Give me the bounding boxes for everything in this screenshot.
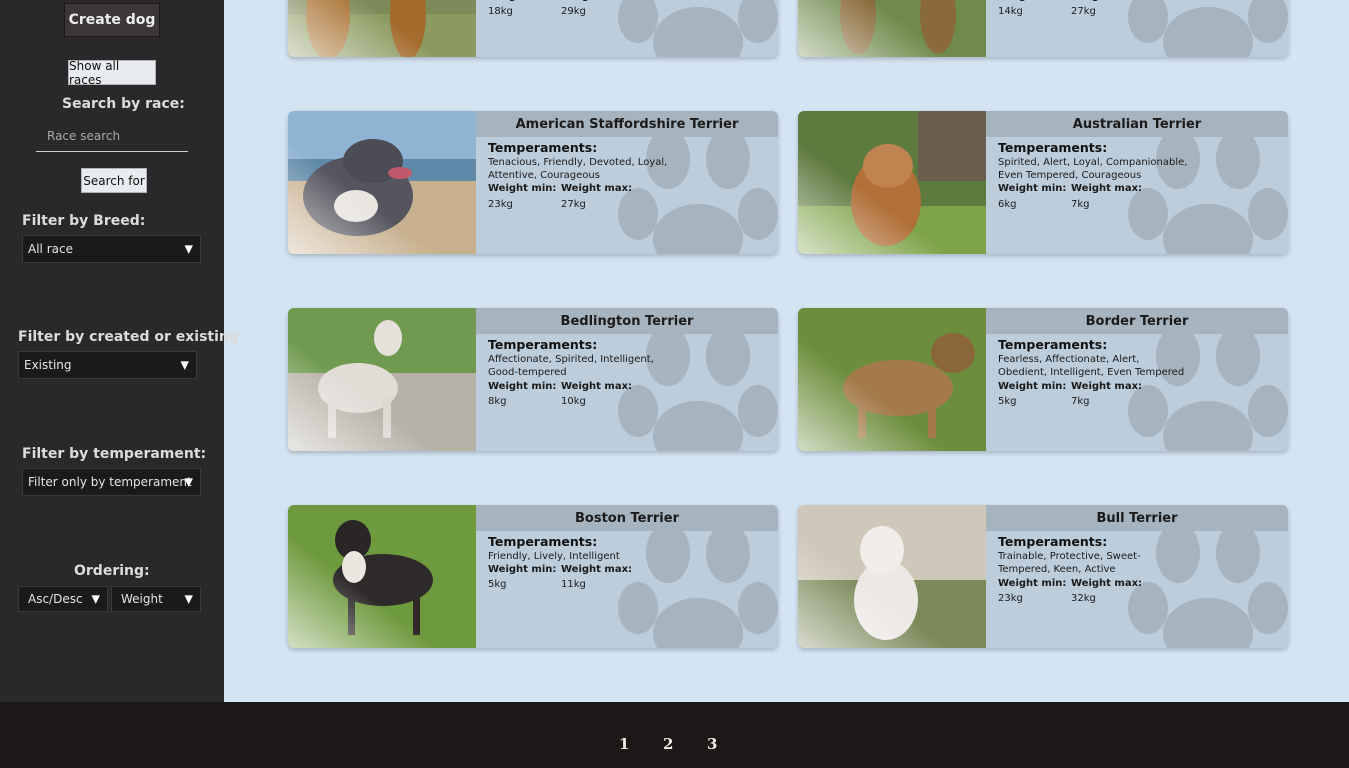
dog-photo [798,0,986,57]
dog-photo [288,111,476,254]
page-link-3[interactable]: 3 [707,735,718,753]
dog-card[interactable]: Temperaments: Weight min: Weight max: 14… [798,0,1288,57]
created-filter-select[interactable]: Existing ▼ [18,351,197,379]
temperaments-heading: Temperaments: [998,140,1108,155]
order-field-value: Weight [121,592,163,606]
dog-photo [288,308,476,451]
dog-photo [798,111,986,254]
weight-max-value: 32kg [1071,593,1096,604]
filter-created-label: Filter by created or existing [18,329,239,345]
temperaments-heading: Temperaments: [488,534,598,549]
weight-min-value: 18kg [488,6,513,17]
dog-photo [288,0,476,57]
weight-max-label: Weight max: [561,183,633,194]
weight-min-label: Weight min: [998,578,1067,589]
weight-min-label: Weight min: [488,381,557,392]
dropdown-arrow-icon: ▼ [184,242,193,256]
weight-max-label: Weight max: [1071,578,1143,589]
weight-max-label: Weight max: [561,0,632,2]
weight-max-value: 11kg [561,579,586,590]
temperament-filter-value: Filter only by temperament [28,475,192,489]
weight-max-value: 27kg [561,199,586,210]
dropdown-arrow-icon: ▼ [184,592,193,606]
temperaments-text: Spirited, Alert, Loyal, Companionable, E… [998,157,1188,181]
temperaments-text: Fearless, Affectionate, Alert, Obedient,… [998,354,1185,378]
dog-card[interactable]: Bedlington Terrier Temperaments: Affecti… [288,308,778,451]
weight-min-value: 5kg [488,579,507,590]
weight-min-value: 6kg [998,199,1017,210]
temperament-filter-select[interactable]: Filter only by temperament ▼ [22,468,201,496]
paw-watermark-icon [1128,129,1288,254]
page-link-1[interactable]: 1 [619,735,630,753]
weight-max-label: Weight max: [561,381,633,392]
dog-card[interactable]: Boston Terrier Temperaments: Friendly, L… [288,505,778,648]
dog-card[interactable]: Temperaments: Weight min: Weight max: 18… [288,0,778,57]
paw-watermark-icon [1128,326,1288,451]
filter-temperament-label: Filter by temperament: [22,446,207,462]
ordering-label: Ordering: [74,563,150,579]
temperaments-heading: Temperaments: [998,337,1108,352]
weight-max-value: 29kg [561,6,586,17]
paw-watermark-icon [1128,0,1288,57]
dog-card[interactable]: Bull Terrier Temperaments: Trainable, Pr… [798,505,1288,648]
created-filter-value: Existing [24,358,72,372]
weight-min-value: 23kg [488,199,513,210]
temperaments-heading: Temperaments: [998,534,1108,549]
dropdown-arrow-icon: ▼ [180,358,189,372]
weight-max-label: Weight max: [1071,0,1142,2]
weight-min-value: 8kg [488,396,507,407]
weight-min-value: 5kg [998,396,1017,407]
paw-watermark-icon [618,129,778,254]
weight-min-value: 23kg [998,593,1023,604]
dog-card[interactable]: Australian Terrier Temperaments: Spirite… [798,111,1288,254]
dropdown-arrow-icon: ▼ [184,475,193,489]
weight-max-label: Weight max: [1071,381,1143,392]
race-search-input[interactable] [36,121,188,152]
weight-min-label: Weight min: [488,183,557,194]
dog-card[interactable]: American Staffordshire Terrier Temperame… [288,111,778,254]
paw-watermark-icon [618,326,778,451]
search-by-race-label: Search by race: [62,96,185,112]
dog-photo [798,505,986,648]
dog-card[interactable]: Border Terrier Temperaments: Fearless, A… [798,308,1288,451]
dog-name: Australian Terrier [986,111,1288,137]
weight-max-value: 7kg [1071,199,1090,210]
paw-watermark-icon [618,0,778,57]
sidebar: Create dog Show all races Search by race… [0,0,239,702]
search-for-button[interactable]: Search for [81,168,147,193]
breed-filter-select[interactable]: All race ▼ [22,235,201,263]
temperaments-text: Affectionate, Spirited, Intelligent, Goo… [488,354,654,378]
weight-min-label: Weight min: [998,183,1067,194]
temperaments-text: Trainable, Protective, Sweet-Tempered, K… [998,551,1141,575]
order-field-select[interactable]: Weight ▼ [111,586,201,612]
dropdown-arrow-icon: ▼ [91,592,100,606]
order-direction-value: Asc/Desc [28,592,83,606]
weight-min-label: Weight min: [998,381,1067,392]
weight-max-value: 10kg [561,396,586,407]
weight-min-label: Weight min: [488,0,556,2]
page-link-2[interactable]: 2 [663,735,674,753]
paw-watermark-icon [618,523,778,648]
weight-max-value: 27kg [1071,6,1096,17]
paw-watermark-icon [1128,523,1288,648]
temperaments-heading: Temperaments: [488,140,598,155]
order-direction-select[interactable]: Asc/Desc ▼ [18,586,108,612]
temperaments-heading: Temperaments: [488,337,598,352]
pagination-footer: 1 2 3 [0,702,1349,768]
weight-min-label: Weight min: [998,0,1066,2]
dog-photo [288,505,476,648]
weight-min-value: 14kg [998,6,1023,17]
weight-max-label: Weight max: [1071,183,1143,194]
filter-breed-label: Filter by Breed: [22,213,146,229]
temperaments-text: Friendly, Lively, Intelligent [488,551,620,562]
weight-max-label: Weight max: [561,564,633,575]
dog-photo [798,308,986,451]
create-dog-button[interactable]: Create dog [64,3,160,37]
weight-max-value: 7kg [1071,396,1090,407]
show-all-races-button[interactable]: Show all races [68,59,156,87]
temperaments-text: Tenacious, Friendly, Devoted, Loyal, Att… [488,157,668,181]
weight-min-label: Weight min: [488,564,557,575]
breed-filter-value: All race [28,242,73,256]
